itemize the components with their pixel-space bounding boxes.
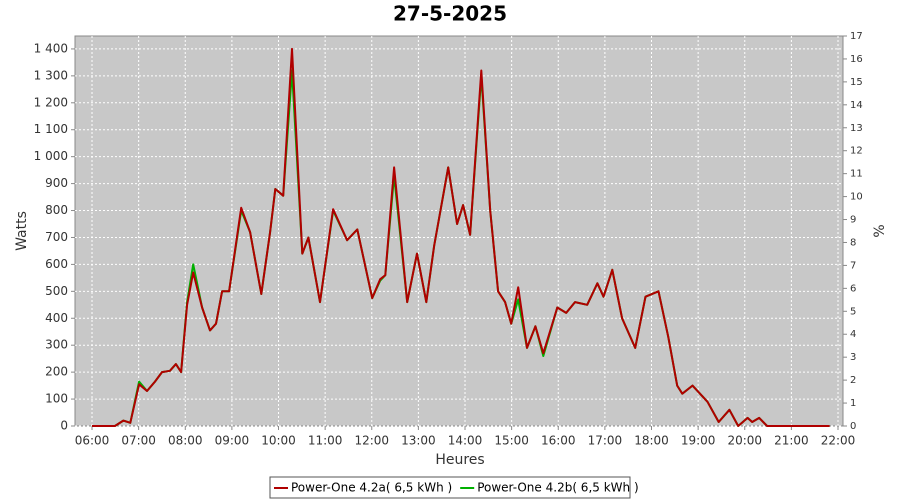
x-tick-label: 08:00 [168, 434, 203, 448]
y-tick-label: 500 [45, 284, 68, 298]
y-tick-label: 1 400 [34, 41, 68, 55]
x-tick-label: 13:00 [401, 434, 436, 448]
y2-tick-label: 9 [850, 215, 856, 226]
x-tick-label: 19:00 [681, 434, 716, 448]
y-tick-label: 1 000 [34, 149, 68, 163]
y2-tick-label: 14 [850, 100, 863, 111]
x-tick-label: 20:00 [727, 434, 762, 448]
y2-tick-label: 3 [850, 352, 856, 363]
y-tick-label: 600 [45, 257, 68, 271]
y2-tick-label: 10 [850, 192, 863, 203]
y2-tick-label: 8 [850, 237, 856, 248]
y2-tick-label: 6 [850, 283, 856, 294]
x-tick-label: 09:00 [215, 434, 250, 448]
y2-axis-label: % [872, 224, 888, 237]
y-tick-label: 0 [60, 419, 68, 433]
x-tick-label: 10:00 [261, 434, 296, 448]
y2-tick-label: 16 [850, 54, 863, 65]
x-tick-label: 22:00 [821, 434, 856, 448]
x-tick-label: 17:00 [588, 434, 623, 448]
x-tick-label: 12:00 [354, 434, 389, 448]
y2-tick-label: 13 [850, 123, 863, 134]
y-tick-label: 100 [45, 392, 68, 406]
chart-title: 27-5-2025 [393, 2, 507, 26]
y-tick-label: 400 [45, 311, 68, 325]
y2-tick-label: 11 [850, 169, 863, 180]
x-tick-label: 21:00 [774, 434, 809, 448]
y-tick-label: 800 [45, 203, 68, 217]
y-tick-label: 1 200 [34, 95, 68, 109]
y-tick-label: 1 100 [34, 122, 68, 136]
y2-tick-label: 7 [850, 260, 856, 271]
plot-area [74, 35, 844, 427]
y2-tick-label: 5 [850, 306, 856, 317]
legend-label: Power-One 4.2a( 6,5 kWh ) [291, 481, 452, 495]
y2-tick-label: 17 [850, 31, 863, 42]
y2-tick-label: 12 [850, 146, 863, 157]
series-line [92, 47, 830, 427]
x-tick-label: 14:00 [448, 434, 483, 448]
y2-tick-label: 0 [850, 421, 856, 432]
y2-tick-label: 15 [850, 77, 863, 88]
legend [269, 476, 631, 499]
y-tick-label: 900 [45, 176, 68, 190]
x-tick-label: 15:00 [494, 434, 529, 448]
legend-label: Power-One 4.2b( 6,5 kWh ) [477, 481, 638, 495]
x-tick-label: 11:00 [308, 434, 343, 448]
x-tick-label: 06:00 [75, 434, 110, 448]
x-tick-label: 07:00 [121, 434, 156, 448]
y-tick-label: 200 [45, 365, 68, 379]
x-tick-label: 16:00 [541, 434, 576, 448]
x-tick-label: 18:00 [634, 434, 669, 448]
y2-tick-label: 2 [850, 375, 856, 386]
x-axis-label: Heures [435, 452, 484, 468]
y-tick-label: 300 [45, 338, 68, 352]
y-tick-label: 1 300 [34, 68, 68, 82]
y2-tick-label: 4 [850, 329, 856, 340]
y-tick-label: 700 [45, 230, 68, 244]
y-axis-label: Watts [14, 211, 30, 251]
y2-tick-label: 1 [850, 398, 856, 409]
